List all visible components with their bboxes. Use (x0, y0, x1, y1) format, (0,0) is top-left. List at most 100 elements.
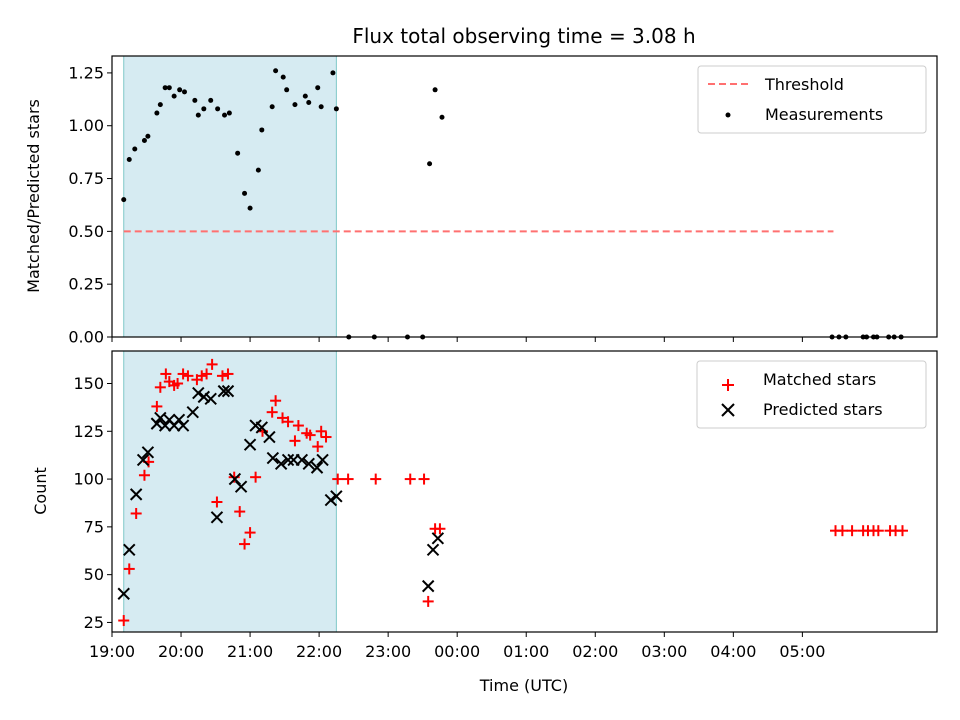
matched-star-point (846, 525, 858, 537)
x-tick-label: 03:00 (641, 642, 687, 661)
legend-matched-label: Matched stars (763, 370, 876, 389)
matched-star-point (201, 368, 213, 380)
bottom-legend-box (696, 360, 927, 429)
matched-star-point (172, 377, 184, 389)
measurement-point (292, 102, 298, 108)
measurement-point (259, 127, 265, 133)
matched-star-point (836, 525, 848, 537)
matched-star-point (196, 370, 208, 382)
predicted-star-point (302, 457, 315, 470)
measurement-point (181, 89, 187, 95)
measurement-point (201, 106, 207, 112)
matched-star-point (332, 473, 344, 485)
matched-star-point (239, 538, 251, 550)
measurement-point (247, 205, 253, 211)
matched-star-point (404, 473, 416, 485)
top-y-axis: 0.00 0.25 0.50 0.75 1.00 1.25 (68, 63, 112, 347)
matched-star-point (422, 595, 434, 607)
measurement-point (235, 150, 241, 156)
predicted-star-point (263, 430, 276, 444)
legend-measurements-swatch (725, 112, 731, 118)
measurement-point (432, 87, 438, 93)
predicted-star-point (266, 451, 280, 465)
predicted-star-point (243, 438, 257, 451)
matched-star-point (130, 507, 142, 519)
matched-star-point (304, 429, 316, 441)
measurement-point (318, 104, 324, 110)
x-tick-label: 01:00 (503, 642, 549, 661)
predicted-star-point (316, 453, 329, 467)
legend-measurements-label: Measurements (765, 105, 883, 124)
measurement-point (439, 114, 445, 120)
matched-star-point (434, 523, 446, 535)
matched-star-point (896, 525, 908, 537)
matched-star-point (292, 420, 304, 432)
predicted-star-point (129, 488, 143, 501)
matched-star-point (270, 395, 282, 407)
predicted-star-point (186, 405, 199, 419)
top-y-tick-label: 1.00 (68, 116, 104, 135)
top-legend: Threshold Measurements (697, 65, 927, 134)
predicted-star-point (295, 453, 309, 467)
measurement-point (306, 99, 312, 105)
legend-predicted-label: Predicted stars (763, 400, 883, 419)
matched-star-point (370, 473, 382, 485)
predicted-star-point (123, 543, 136, 557)
matched-star-point (211, 496, 223, 508)
predicted-star-point (255, 421, 269, 434)
measurement-point (132, 146, 138, 152)
predicted-star-point (324, 493, 338, 507)
predicted-star-point (158, 419, 172, 432)
measurement-point (242, 190, 248, 196)
chart-title: Flux total observing time = 3.08 h (352, 24, 695, 48)
matched-star-point (320, 431, 332, 443)
top-panel: 0.00 0.25 0.50 0.75 1.00 1.25 Matched/Predict… (24, 55, 938, 347)
bottom-y-tick-label: 150 (73, 374, 104, 393)
matched-star-point (244, 527, 256, 539)
measurement-point (141, 138, 147, 144)
measurement-point (171, 93, 177, 99)
bottom-y-tick-label: 100 (73, 470, 104, 489)
measurement-point (280, 74, 286, 80)
matched-star-point (315, 425, 327, 437)
measurement-point (192, 97, 198, 103)
predicted-star-point (141, 446, 155, 459)
predicted-star-point (192, 386, 205, 400)
measurement-point (273, 68, 279, 74)
matched-star-point (418, 473, 430, 485)
legend-threshold-label: Threshold (764, 75, 844, 94)
top-axes-frame (111, 55, 938, 338)
legend-matched-swatch (722, 379, 734, 391)
predicted-star-point (330, 490, 343, 503)
top-plot-area (121, 68, 904, 340)
measurement-point (126, 157, 132, 163)
predicted-star-point (221, 384, 235, 398)
x-axis-label: Time (UTC) (479, 676, 568, 695)
measurement-point (162, 85, 168, 91)
bottom-legend: Matched stars Predicted stars (696, 360, 927, 429)
x-tick-label: 22:00 (296, 642, 342, 661)
matched-star-point (206, 358, 218, 370)
predicted-star-point (204, 392, 217, 405)
x-tick-label: 23:00 (365, 642, 411, 661)
top-y-tick-label: 0.00 (68, 328, 104, 347)
measurement-point (157, 102, 163, 108)
top-y-tick-label: 0.25 (68, 275, 104, 294)
bottom-axes-frame (111, 350, 938, 633)
predicted-star-point (274, 457, 288, 470)
predicted-star-point (228, 472, 242, 486)
bottom-y-tick-label: 75 (84, 517, 104, 536)
matched-star-point (160, 368, 172, 380)
top-x-axis (111, 337, 803, 342)
bottom-y-tick-label: 50 (84, 565, 104, 584)
predicted-star-point (210, 511, 224, 524)
matched-star-point (872, 525, 884, 537)
measurement-point (215, 106, 221, 112)
bottom-plot-area (117, 358, 908, 627)
measurement-point (195, 112, 201, 118)
x-tick-label: 19:00 (89, 642, 135, 661)
bottom-y-axis-label: Count (31, 467, 50, 515)
measurement-point (208, 97, 214, 103)
matched-star-point (177, 368, 189, 380)
